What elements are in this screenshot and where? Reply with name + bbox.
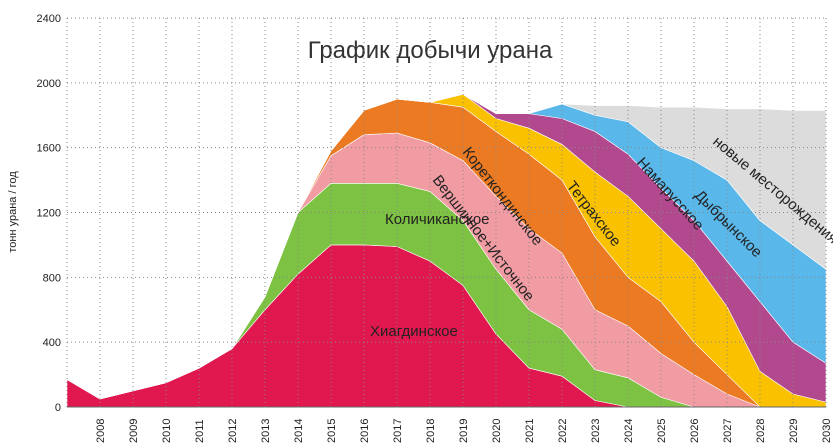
x-tick-label: 2019 xyxy=(458,419,470,443)
y-tick-label: 2000 xyxy=(37,78,61,90)
x-tick-label: 2027 xyxy=(722,419,734,443)
x-tick-label: 2022 xyxy=(557,419,569,443)
x-tick-label: 2030 xyxy=(821,419,833,443)
x-tick-label: 2025 xyxy=(656,419,668,443)
x-tick-label: 2011 xyxy=(194,419,206,443)
x-tick-label: 2021 xyxy=(524,419,536,443)
y-tick-label: 400 xyxy=(43,337,61,349)
y-tick-label: 800 xyxy=(43,272,61,284)
x-tick-label: 2015 xyxy=(326,419,338,443)
y-tick-label: 2400 xyxy=(37,13,61,25)
x-tick-label: 2009 xyxy=(128,419,140,443)
y-axis-label: тонн урана / год xyxy=(7,171,19,253)
x-tick-label: 2008 xyxy=(95,419,107,443)
x-tick-label: 2017 xyxy=(392,419,404,443)
x-tick-label: 2029 xyxy=(788,419,800,443)
series-label: Хиагдинское xyxy=(370,323,458,340)
series-label: Количиканское xyxy=(385,211,490,228)
x-tick-label: 2013 xyxy=(260,419,272,443)
x-tick-label: 2010 xyxy=(161,419,173,443)
y-tick-label: 0 xyxy=(55,402,61,414)
x-tick-label: 2026 xyxy=(689,419,701,443)
x-tick-label: 2014 xyxy=(293,419,305,443)
x-tick-label: 2012 xyxy=(227,419,239,443)
y-tick-label: 1200 xyxy=(37,208,61,220)
x-tick-label: 2023 xyxy=(590,419,602,443)
y-tick-label: 1600 xyxy=(37,143,61,155)
x-tick-label: 2024 xyxy=(623,419,635,443)
x-tick-label: 2016 xyxy=(359,419,371,443)
area xyxy=(66,93,827,400)
areas xyxy=(66,93,827,408)
x-tick-label: 2020 xyxy=(491,419,503,443)
x-tick-label: 2028 xyxy=(755,419,767,443)
x-tick-label: 2018 xyxy=(425,419,437,443)
